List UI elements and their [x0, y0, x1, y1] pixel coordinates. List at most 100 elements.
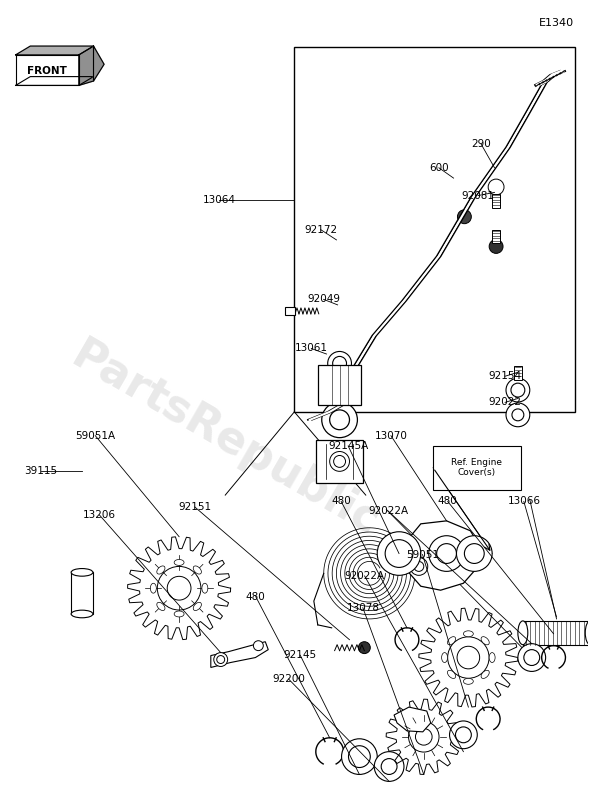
Circle shape — [377, 532, 421, 575]
Circle shape — [428, 536, 465, 571]
Polygon shape — [93, 46, 104, 81]
Circle shape — [456, 536, 492, 571]
Text: 13064: 13064 — [203, 194, 236, 205]
Circle shape — [410, 558, 428, 575]
Text: 290: 290 — [471, 139, 491, 149]
Bar — [514, 366, 522, 380]
Bar — [294, 47, 576, 412]
Bar — [285, 307, 295, 315]
Polygon shape — [211, 642, 268, 667]
Text: 92049: 92049 — [307, 294, 340, 304]
Polygon shape — [79, 46, 93, 86]
Text: 92172: 92172 — [304, 225, 337, 234]
Ellipse shape — [463, 678, 473, 684]
Circle shape — [254, 641, 264, 650]
Bar — [492, 230, 500, 243]
Circle shape — [506, 378, 530, 402]
Ellipse shape — [71, 610, 93, 618]
Text: 480: 480 — [246, 591, 265, 602]
Ellipse shape — [481, 670, 489, 678]
Ellipse shape — [447, 637, 456, 645]
Circle shape — [334, 455, 346, 467]
Circle shape — [512, 409, 524, 421]
Circle shape — [381, 758, 397, 774]
Circle shape — [330, 410, 349, 430]
Circle shape — [465, 544, 484, 563]
Polygon shape — [15, 77, 93, 86]
Ellipse shape — [174, 559, 184, 566]
Circle shape — [327, 351, 352, 375]
Circle shape — [511, 383, 525, 397]
Text: 13066: 13066 — [507, 497, 540, 506]
Circle shape — [167, 576, 191, 600]
Bar — [433, 446, 521, 490]
Ellipse shape — [518, 621, 528, 645]
Circle shape — [349, 746, 371, 767]
Circle shape — [457, 646, 480, 669]
Circle shape — [214, 653, 228, 666]
Ellipse shape — [174, 611, 184, 617]
Text: 92081: 92081 — [462, 190, 495, 201]
Text: 13078: 13078 — [346, 602, 379, 613]
Polygon shape — [15, 46, 93, 55]
Text: 92022: 92022 — [489, 398, 522, 407]
Ellipse shape — [202, 583, 208, 593]
Text: 59051A: 59051A — [75, 430, 115, 441]
Text: 92022A: 92022A — [345, 571, 385, 581]
Text: 92154: 92154 — [489, 371, 522, 382]
Ellipse shape — [489, 653, 495, 662]
Text: 92145: 92145 — [284, 650, 317, 660]
Circle shape — [330, 451, 349, 471]
Text: 600: 600 — [429, 163, 449, 173]
Bar — [492, 194, 500, 208]
Circle shape — [374, 752, 404, 782]
Ellipse shape — [585, 621, 591, 645]
Circle shape — [518, 644, 545, 671]
Circle shape — [157, 566, 201, 610]
Circle shape — [489, 239, 503, 254]
Bar — [318, 366, 361, 405]
Text: E1340: E1340 — [538, 18, 574, 28]
Text: 480: 480 — [332, 497, 351, 506]
Ellipse shape — [447, 670, 456, 678]
Text: 92145A: 92145A — [328, 441, 368, 451]
Circle shape — [450, 721, 478, 749]
Text: 92022A: 92022A — [368, 506, 408, 516]
Circle shape — [506, 403, 530, 426]
Ellipse shape — [150, 583, 157, 593]
Circle shape — [322, 402, 358, 438]
Circle shape — [447, 637, 489, 678]
Text: 13206: 13206 — [83, 510, 116, 520]
Text: 92200: 92200 — [272, 674, 305, 684]
Circle shape — [385, 540, 413, 567]
Ellipse shape — [463, 631, 473, 637]
Ellipse shape — [481, 637, 489, 645]
Circle shape — [456, 727, 472, 742]
Circle shape — [358, 642, 371, 654]
Circle shape — [217, 655, 225, 663]
Text: FRONT: FRONT — [27, 66, 67, 77]
Circle shape — [415, 729, 432, 745]
Text: 480: 480 — [438, 497, 457, 506]
Text: 13070: 13070 — [375, 430, 407, 441]
Text: PartsRepublic: PartsRepublic — [64, 334, 387, 546]
Circle shape — [488, 179, 504, 195]
Bar — [523, 621, 590, 645]
Ellipse shape — [441, 653, 447, 662]
Bar — [71, 572, 93, 614]
Text: Ref. Engine
Cover(s): Ref. Engine Cover(s) — [452, 458, 502, 478]
Ellipse shape — [157, 602, 165, 610]
Circle shape — [342, 738, 377, 774]
Ellipse shape — [193, 602, 202, 610]
Ellipse shape — [71, 569, 93, 576]
Circle shape — [408, 722, 439, 752]
Text: 39115: 39115 — [24, 466, 57, 476]
Circle shape — [524, 650, 540, 666]
Text: 59051: 59051 — [406, 550, 439, 559]
Circle shape — [414, 562, 424, 571]
Text: 92151: 92151 — [178, 502, 212, 512]
Text: 13061: 13061 — [295, 343, 328, 354]
Circle shape — [333, 357, 346, 370]
Ellipse shape — [193, 566, 202, 574]
Ellipse shape — [157, 566, 165, 574]
